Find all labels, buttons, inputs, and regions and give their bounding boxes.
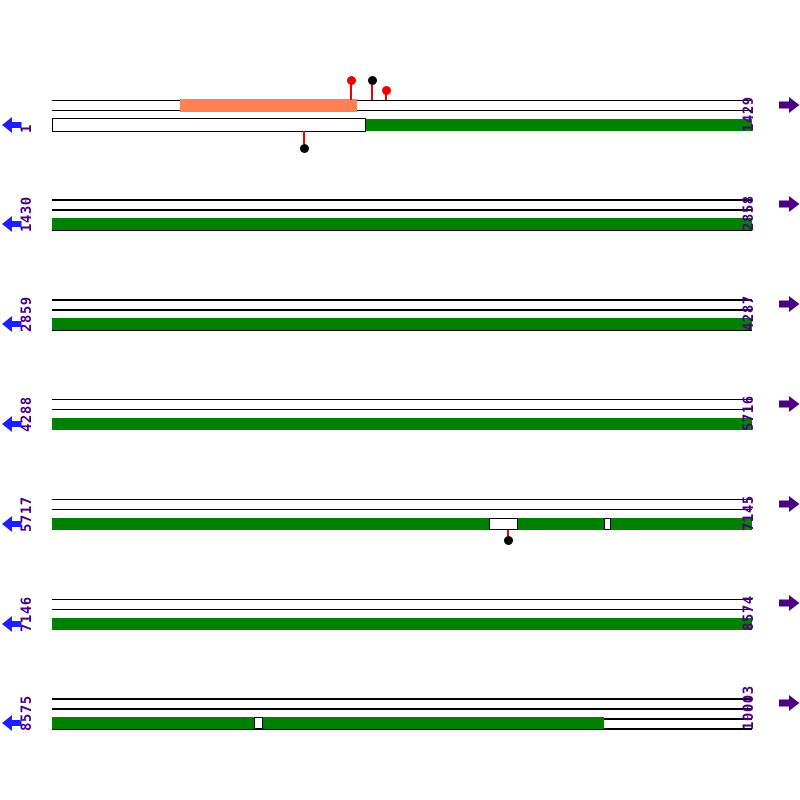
frame-line bbox=[52, 399, 752, 401]
frame-line bbox=[52, 499, 752, 501]
segment-start-label: 8575 bbox=[19, 695, 35, 732]
marker-stem bbox=[385, 93, 387, 100]
frame-line bbox=[52, 698, 752, 700]
forward-strand-arrow-icon[interactable] bbox=[779, 195, 800, 213]
marker-stem bbox=[350, 84, 352, 100]
segment-start-label: 4288 bbox=[19, 396, 35, 433]
reverse-strand-arrow-icon[interactable] bbox=[2, 714, 22, 732]
marker-stem bbox=[303, 131, 305, 144]
frame-line bbox=[52, 708, 752, 710]
feature-bar-green bbox=[52, 518, 752, 530]
red-lollipop-marker-icon bbox=[381, 85, 391, 95]
feature-bar-green bbox=[52, 418, 752, 431]
segment-start-label: 1 bbox=[19, 124, 35, 133]
feature-bar-green bbox=[52, 318, 752, 331]
reverse-strand-arrow-icon[interactable] bbox=[2, 215, 22, 233]
forward-strand-arrow-icon[interactable] bbox=[779, 295, 800, 313]
feature-open-box bbox=[52, 118, 366, 132]
segment-end-label: 4287 bbox=[741, 295, 757, 332]
black-lollipop-marker-icon bbox=[503, 535, 513, 545]
forward-strand-arrow-icon[interactable] bbox=[779, 96, 800, 114]
frame-line bbox=[52, 409, 752, 411]
red-lollipop-marker-icon bbox=[346, 75, 356, 85]
frame-line bbox=[52, 608, 752, 610]
frame-line bbox=[52, 110, 752, 112]
feature-bar-green bbox=[52, 218, 752, 231]
reverse-strand-arrow-icon[interactable] bbox=[2, 415, 22, 433]
frame-line bbox=[52, 199, 752, 201]
segment-end-label: 7145 bbox=[741, 495, 757, 531]
segment-end-label: 8574 bbox=[741, 594, 757, 631]
reverse-strand-arrow-icon[interactable] bbox=[2, 315, 22, 333]
frame-line bbox=[52, 100, 752, 102]
segment-start-label: 7146 bbox=[19, 595, 35, 632]
segment-end-label: 2858 bbox=[741, 195, 757, 232]
black-lollipop-marker-icon bbox=[299, 143, 309, 153]
reverse-strand-arrow-icon[interactable] bbox=[2, 615, 22, 633]
feature-bar-orange bbox=[180, 99, 357, 112]
forward-strand-arrow-icon[interactable] bbox=[779, 395, 800, 413]
frame-line bbox=[52, 299, 752, 301]
black-lollipop-marker-icon bbox=[367, 75, 377, 85]
segment-end-label: 10003 bbox=[741, 685, 757, 731]
frame-line bbox=[52, 209, 752, 211]
feature-open-box bbox=[604, 518, 611, 530]
forward-strand-arrow-icon[interactable] bbox=[779, 694, 800, 712]
frame-line bbox=[52, 309, 752, 311]
segment-end-label: 5716 bbox=[741, 395, 757, 432]
segment-start-label: 2859 bbox=[19, 296, 35, 333]
marker-stem bbox=[507, 529, 509, 536]
segment-end-label: 1429 bbox=[741, 96, 757, 132]
marker-stem bbox=[371, 84, 373, 100]
frame-line bbox=[52, 598, 752, 600]
forward-strand-arrow-icon[interactable] bbox=[779, 594, 800, 612]
feature-open-box bbox=[489, 518, 518, 530]
segment-start-label: 1430 bbox=[19, 196, 35, 233]
feature-open-box bbox=[254, 717, 263, 730]
reverse-strand-arrow-icon[interactable] bbox=[2, 116, 22, 134]
forward-strand-arrow-icon[interactable] bbox=[779, 495, 800, 513]
segment-start-label: 5717 bbox=[19, 496, 35, 532]
feature-bar-green bbox=[366, 119, 752, 131]
feature-bar-green bbox=[52, 717, 604, 730]
frame-line bbox=[52, 509, 752, 511]
reverse-strand-arrow-icon[interactable] bbox=[2, 515, 22, 533]
feature-bar-green bbox=[52, 617, 752, 630]
